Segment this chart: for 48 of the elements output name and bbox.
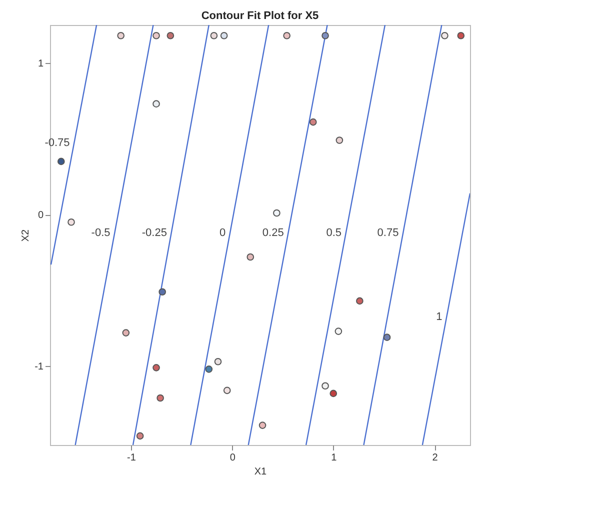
y-tick-label: 0 [38, 210, 44, 222]
y-tick-label: 1 [38, 58, 44, 70]
point [122, 329, 130, 336]
series-label: 0.5 [326, 227, 342, 239]
point [330, 390, 338, 398]
x-axis-title: X1 [254, 466, 268, 478]
series-label: 0.25 [262, 227, 284, 239]
point [322, 32, 329, 40]
point [152, 32, 160, 40]
series-label: 0 [220, 227, 226, 239]
point [356, 297, 364, 305]
point [214, 358, 222, 366]
point [205, 366, 213, 373]
point [136, 432, 144, 440]
point [336, 136, 344, 144]
x-tick-label: 2 [432, 452, 438, 464]
y-axis-title: X2 [20, 228, 32, 242]
point [220, 32, 228, 40]
series-label: 1 [436, 311, 442, 324]
point [258, 422, 266, 429]
point [223, 386, 231, 394]
point [441, 32, 448, 40]
point [210, 32, 218, 40]
point [57, 158, 65, 166]
x-tick-label: -1 [127, 452, 136, 464]
point [457, 32, 465, 40]
point [383, 334, 391, 341]
series-label: -0.75 [44, 136, 70, 149]
point [334, 328, 342, 335]
series-label: -0.25 [142, 227, 167, 239]
chart-title: Contour Fit Plot for X5 [201, 10, 319, 22]
point [273, 209, 280, 217]
y-tick-label: -1 [34, 362, 44, 373]
point [156, 394, 164, 402]
point [283, 32, 290, 40]
point [166, 32, 174, 40]
x-tick-label: 0 [230, 452, 236, 464]
series-label: 0.75 [377, 227, 399, 239]
point [152, 100, 160, 108]
point [152, 364, 160, 372]
point [322, 382, 329, 390]
x-tick-label: 1 [331, 452, 338, 464]
point [246, 253, 254, 261]
point [309, 118, 317, 126]
point [158, 288, 166, 296]
point [117, 32, 125, 40]
point [68, 218, 75, 226]
series-label: -0.5 [91, 227, 110, 239]
